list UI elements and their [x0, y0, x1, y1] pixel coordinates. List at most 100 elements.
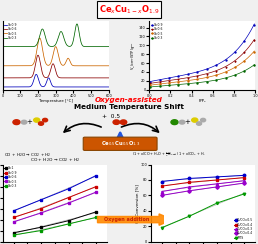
- X=0.6: [94, 174, 98, 177]
- X=0.6: [105, 76, 108, 79]
- X=0.3: [59, 31, 62, 34]
- O₂/CO=0.5: [243, 174, 246, 177]
- X=0.3: [75, 22, 78, 25]
- X=0.6: [153, 81, 156, 84]
- Circle shape: [171, 120, 178, 125]
- Y-axis label: V$_a$/cm$^3$(STP)g$^{-1}$: V$_a$/cm$^3$(STP)g$^{-1}$: [129, 41, 138, 70]
- O₂/CO=0.5: [188, 177, 191, 180]
- X=0.6: [88, 76, 91, 79]
- X=0.9: [149, 80, 152, 83]
- Circle shape: [192, 118, 198, 122]
- Line: X=0.6: X=0.6: [12, 174, 97, 212]
- O₂/CO=0.4: [243, 182, 246, 184]
- Y-axis label: TCD Signal (a.u.): TCD Signal (a.u.): [0, 39, 1, 72]
- X=0.5: [39, 212, 43, 214]
- X=0.5: [1, 64, 4, 67]
- X=0.5: [149, 84, 152, 87]
- X=0.9: [155, 79, 158, 82]
- O₂/CO=0.5: [160, 180, 164, 183]
- Y-axis label: CO Conversion [%]: CO Conversion [%]: [135, 184, 139, 223]
- FancyArrow shape: [98, 214, 173, 225]
- MTS: [160, 226, 164, 229]
- X=0.9: [59, 85, 62, 88]
- FancyBboxPatch shape: [83, 137, 157, 150]
- X=0.5: [94, 191, 98, 193]
- X=0.6: [149, 82, 152, 85]
- X=0.5: [244, 58, 247, 61]
- X=1: [12, 231, 15, 234]
- MTS: [215, 202, 219, 204]
- X=0.5: [64, 60, 68, 63]
- Text: +  0.5: + 0.5: [102, 114, 120, 119]
- O₂/CO=0.4: [160, 194, 164, 197]
- O₂/CO=0.3: [215, 182, 219, 185]
- Circle shape: [120, 120, 127, 124]
- Legend: O₂/CO=0.5, O₂/CO=0.4, O₂/CO=0.3, O₂/CO=0.4, MTS: O₂/CO=0.5, O₂/CO=0.4, O₂/CO=0.3, O₂/CO=0…: [234, 218, 254, 240]
- X=0.3: [64, 42, 67, 45]
- X=0.3: [248, 67, 251, 70]
- Circle shape: [21, 120, 27, 124]
- Text: +: +: [26, 119, 32, 125]
- Line: X=0.3: X=0.3: [150, 64, 255, 87]
- O₂/CO=0.4: [215, 179, 219, 182]
- X=0.6: [36, 54, 39, 57]
- Line: O₂/CO=0.4: O₂/CO=0.4: [161, 182, 246, 197]
- X=0.9: [35, 73, 38, 76]
- X=0.5: [12, 220, 15, 223]
- Circle shape: [38, 122, 44, 125]
- X=0.9: [248, 32, 251, 35]
- Line: O₂/CO=0.4: O₂/CO=0.4: [161, 176, 246, 187]
- Circle shape: [43, 118, 47, 122]
- O₂/CO=0.3: [188, 185, 191, 188]
- O₂/CO=0.3: [243, 179, 246, 182]
- X=0.9: [105, 85, 108, 88]
- Circle shape: [34, 118, 40, 122]
- Legend: X=0.9, X=0.6, X=0.5, X=0.3: X=0.9, X=0.6, X=0.5, X=0.3: [151, 22, 164, 40]
- X=0.5: [67, 202, 70, 204]
- X=0.6: [67, 187, 70, 190]
- X=0.9: [88, 85, 91, 88]
- Line: X=0.9: X=0.9: [3, 74, 109, 87]
- X=0.3: [39, 229, 43, 232]
- X=0.5: [105, 64, 108, 67]
- O₂/CO=0.4: [160, 185, 164, 188]
- Line: O₂/CO=0.3: O₂/CO=0.3: [161, 180, 246, 193]
- Text: Ce$_{0.5}$Cu$_{0.5}$O$_{1.3}$: Ce$_{0.5}$Cu$_{0.5}$O$_{1.3}$: [101, 139, 140, 148]
- Text: Medium Temperature Shift: Medium Temperature Shift: [74, 104, 184, 110]
- X-axis label: Temperature [°C]: Temperature [°C]: [39, 99, 73, 103]
- X=0.9: [176, 75, 180, 78]
- X=0.5: [52, 50, 55, 52]
- X=0.3: [244, 69, 247, 72]
- X=0.3: [176, 83, 180, 86]
- X=0.9: [153, 79, 156, 82]
- X=0.5: [52, 52, 55, 55]
- X=0.9: [94, 185, 98, 188]
- X=1: [94, 210, 98, 213]
- X=0.5: [153, 83, 156, 86]
- Line: X=0.3: X=0.3: [12, 216, 97, 236]
- Circle shape: [200, 118, 206, 122]
- X=0.6: [168, 79, 171, 82]
- O₂/CO=0.4: [188, 189, 191, 192]
- X=0.6: [176, 78, 180, 81]
- O₂/CO=0.4: [215, 185, 219, 188]
- X=0.3: [52, 45, 55, 48]
- X=0.9: [52, 85, 55, 88]
- X=0.5: [155, 83, 158, 86]
- Line: X=0.9: X=0.9: [12, 185, 97, 219]
- X=0.3: [107, 45, 110, 48]
- X=0.3: [1, 45, 4, 48]
- Line: X=0.5: X=0.5: [12, 191, 97, 223]
- X=0.5: [38, 37, 41, 40]
- X=0.6: [39, 198, 43, 201]
- X=0.9: [253, 22, 256, 25]
- X=0.6: [107, 76, 110, 79]
- X=0.9: [1, 85, 4, 88]
- Line: X=0.5: X=0.5: [150, 51, 255, 86]
- Circle shape: [197, 122, 201, 125]
- X=0.3: [149, 85, 152, 88]
- X=0.6: [244, 50, 247, 52]
- X=0.6: [253, 38, 256, 41]
- X=0.5: [176, 81, 180, 83]
- X=0.6: [59, 76, 62, 79]
